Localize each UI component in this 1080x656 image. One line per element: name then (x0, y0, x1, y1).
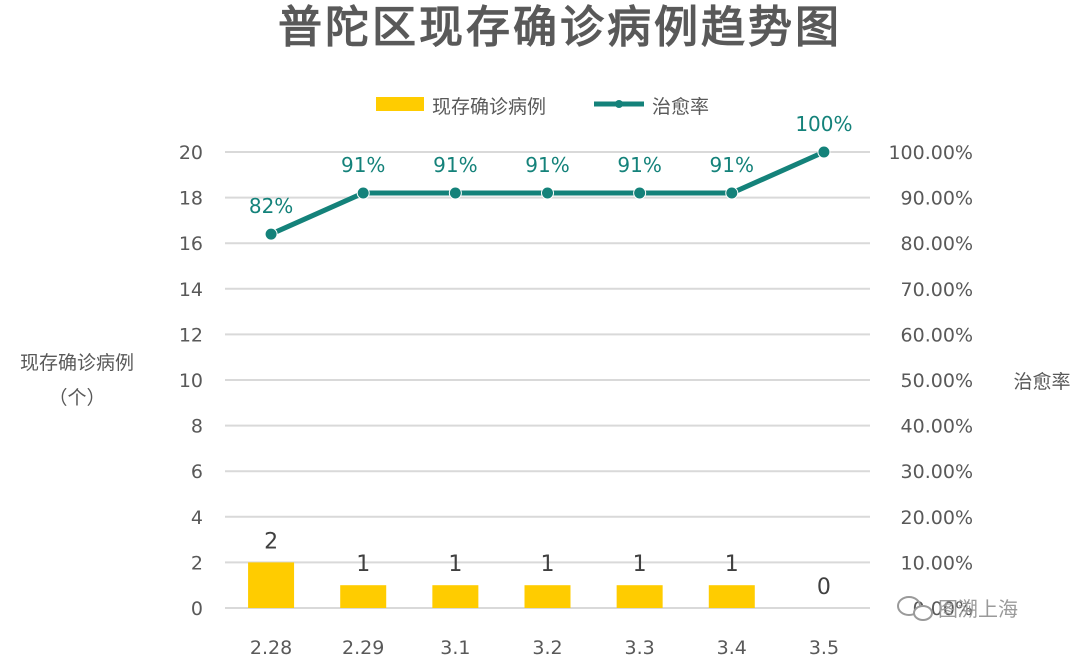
watermark-text: 图溯上海 (938, 597, 1018, 621)
bar-value-label: 1 (448, 552, 462, 577)
right-tick-label: 20.00% (901, 507, 973, 529)
cure-rate-point (541, 186, 554, 200)
left-tick-label: 16 (179, 233, 203, 255)
bar-value-label: 0 (817, 575, 831, 600)
left-tick-label: 20 (179, 142, 203, 164)
cure-rate-point (725, 186, 739, 200)
cure-rate-label: 91% (710, 153, 754, 177)
watermark: 图溯上海 (897, 596, 1018, 621)
cure-rate-point (264, 227, 278, 241)
right-tick-label: 10.00% (901, 552, 973, 574)
bar-value-label: 2 (264, 529, 278, 554)
right-tick-label: 60.00% (901, 324, 973, 346)
x-axis-ticks: 2.28 2.29 3.1 3.2 3.3 3.4 3.5 (250, 637, 839, 656)
left-tick-label: 18 (179, 188, 203, 210)
legend-bar-label: 现存确诊病例 (432, 96, 546, 118)
x-tick-label: 3.1 (440, 637, 470, 656)
left-tick-label: 4 (191, 507, 203, 529)
cure-rate-label: 91% (617, 153, 661, 177)
bar (616, 585, 663, 608)
bar-value-labels: 2 1 1 1 1 1 0 (264, 529, 831, 600)
left-tick-label: 8 (191, 416, 203, 438)
left-axis-label-line1: 现存确诊病例 (20, 352, 134, 374)
left-tick-label: 10 (179, 370, 203, 392)
bar-value-label: 1 (356, 552, 370, 577)
x-tick-label: 2.28 (250, 637, 292, 656)
left-tick-label: 2 (191, 552, 203, 574)
right-tick-label: 50.00% (901, 370, 973, 392)
x-tick-label: 3.2 (532, 637, 562, 656)
wechat-icon (897, 596, 933, 621)
cure-rate-point (356, 186, 370, 200)
left-axis-ticks: 0 2 4 6 8 10 12 14 16 18 20 (179, 142, 203, 620)
cure-rate-label: 91% (433, 153, 477, 177)
right-tick-label: 70.00% (901, 279, 973, 301)
cure-rate-point (448, 186, 462, 200)
x-tick-label: 3.3 (625, 637, 655, 656)
bar (432, 585, 479, 608)
bar (340, 585, 387, 608)
legend: 现存确诊病例 治愈率 (376, 96, 709, 118)
cure-rate-label: 91% (341, 153, 385, 177)
legend-line-label: 治愈率 (652, 96, 709, 118)
left-tick-label: 6 (191, 461, 203, 483)
right-axis-ticks: 0.00%10.00%20.00%30.00%40.00%50.00%60.00… (888, 142, 973, 620)
left-tick-label: 0 (191, 598, 203, 620)
cure-rate-series (264, 145, 831, 241)
left-tick-label: 14 (179, 279, 203, 301)
bar (524, 585, 571, 608)
bar (708, 585, 755, 608)
left-axis-label-line2: （个） (48, 387, 105, 409)
x-tick-label: 3.5 (809, 637, 839, 656)
x-tick-label: 2.29 (342, 637, 384, 656)
right-axis-label: 治愈率 (1013, 371, 1070, 393)
left-tick-label: 12 (179, 324, 203, 346)
cure-rate-point (817, 145, 831, 159)
bars (248, 562, 755, 608)
chart-title: 普陀区现存确诊病例趋势图 (278, 2, 842, 53)
right-tick-label: 40.00% (901, 416, 973, 438)
cure-rate-labels: 82% 91% 91% 91% 91% 91% 100% (249, 112, 853, 218)
bar (248, 562, 295, 608)
x-tick-label: 3.4 (717, 637, 747, 656)
legend-bar-swatch (376, 97, 424, 111)
legend-line-marker (615, 100, 623, 108)
right-tick-label: 80.00% (901, 233, 973, 255)
gridlines (225, 151, 870, 609)
cure-rate-point (633, 186, 647, 200)
right-tick-label: 30.00% (901, 461, 973, 483)
right-tick-label: 100.00% (888, 142, 973, 164)
cure-rate-label: 100% (795, 112, 852, 136)
bar-value-label: 1 (633, 552, 647, 577)
bar-value-label: 1 (725, 552, 739, 577)
right-tick-label: 90.00% (901, 188, 973, 210)
cure-rate-label: 82% (249, 194, 293, 218)
bar-value-label: 1 (541, 552, 555, 577)
cure-rate-label: 91% (525, 153, 569, 177)
